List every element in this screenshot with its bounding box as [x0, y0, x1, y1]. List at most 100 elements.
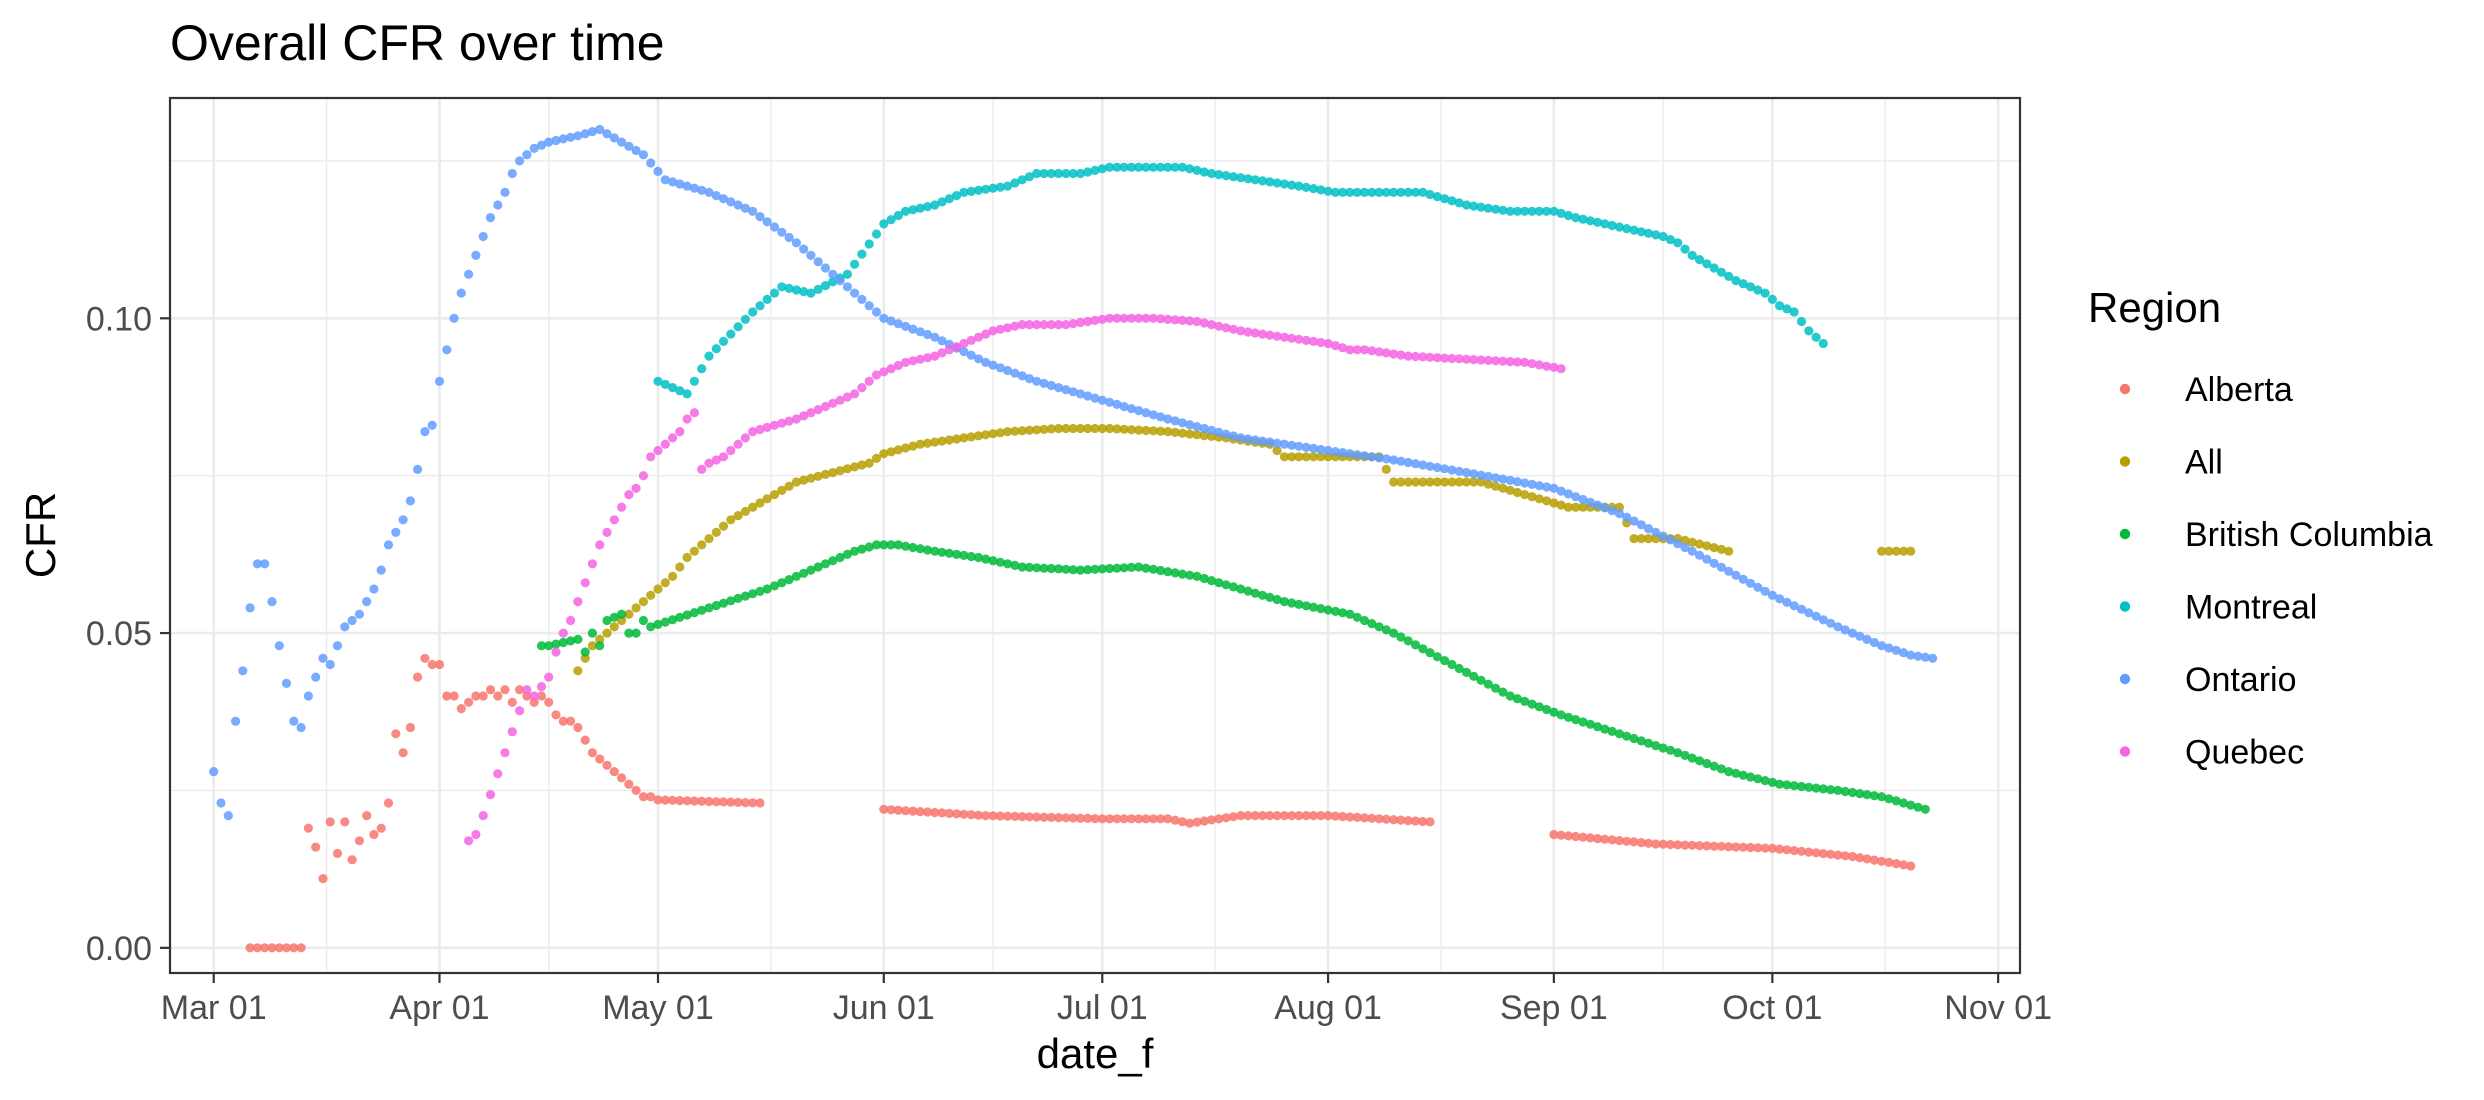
data-point	[1185, 570, 1195, 580]
data-point	[493, 691, 503, 701]
data-point	[901, 443, 911, 453]
data-point	[1119, 401, 1129, 412]
data-point	[740, 798, 751, 808]
data-point	[464, 269, 474, 279]
data-point	[1141, 313, 1151, 323]
data-point	[1614, 502, 1624, 512]
data-point	[1534, 360, 1544, 370]
data-point	[1607, 726, 1617, 737]
legend-label: All	[2185, 444, 2223, 482]
data-point	[966, 335, 976, 345]
data-point	[682, 552, 692, 563]
data-point	[609, 767, 619, 777]
data-point	[1753, 582, 1763, 592]
data-point	[507, 727, 517, 737]
data-point	[413, 672, 423, 682]
data-point	[1782, 845, 1792, 855]
data-point	[1826, 618, 1836, 628]
data-point	[689, 408, 700, 418]
data-point	[828, 556, 838, 566]
data-point	[1272, 445, 1282, 456]
data-point	[1389, 455, 1399, 465]
data-point	[1716, 841, 1726, 852]
data-point	[1389, 349, 1399, 359]
data-point	[1520, 490, 1530, 500]
data-point	[784, 283, 794, 293]
data-point	[740, 314, 751, 324]
data-point	[529, 691, 539, 701]
data-point	[973, 431, 984, 441]
data-point	[973, 552, 984, 563]
x-tick-label: Oct 01	[1722, 989, 1822, 1027]
data-point	[500, 187, 510, 197]
data-point	[704, 534, 714, 544]
data-point	[1265, 177, 1275, 187]
data-point	[1440, 353, 1450, 363]
data-point	[1032, 376, 1042, 386]
data-point	[930, 546, 940, 556]
data-point	[697, 185, 707, 195]
data-point	[1389, 628, 1399, 638]
data-point	[718, 194, 729, 204]
data-point	[1410, 459, 1421, 469]
data-point	[1017, 320, 1027, 330]
data-point	[1702, 259, 1712, 269]
data-point	[1855, 789, 1865, 799]
data-point	[879, 449, 889, 459]
data-point	[1381, 814, 1391, 824]
data-point	[1498, 483, 1508, 493]
data-point	[1061, 320, 1071, 330]
data-point	[988, 556, 998, 566]
data-point	[646, 622, 656, 632]
data-point	[799, 568, 809, 578]
data-point	[1454, 663, 1464, 674]
data-point	[1811, 783, 1821, 793]
data-point	[973, 185, 984, 195]
data-point	[405, 496, 415, 506]
data-point	[1243, 586, 1253, 596]
data-point	[1119, 814, 1129, 824]
data-point	[1105, 563, 1115, 574]
data-point	[209, 767, 219, 777]
data-point	[1512, 357, 1522, 367]
data-point	[1643, 838, 1654, 848]
data-point	[1257, 811, 1268, 821]
data-point	[1600, 724, 1610, 734]
data-point	[806, 565, 816, 575]
data-point	[303, 691, 313, 701]
data-point	[799, 475, 809, 485]
data-point	[1527, 206, 1537, 216]
data-point	[1083, 813, 1093, 824]
data-point	[799, 287, 809, 297]
data-point	[1811, 848, 1821, 858]
data-point	[1767, 590, 1777, 600]
data-point	[1483, 679, 1493, 689]
data-point	[1571, 502, 1581, 512]
data-point	[1709, 558, 1719, 568]
data-point	[1192, 571, 1202, 582]
data-point	[1221, 323, 1231, 333]
data-point	[689, 796, 700, 806]
data-point	[1330, 811, 1340, 821]
data-point	[1527, 492, 1537, 502]
data-point	[1381, 454, 1391, 464]
legend-title: Region	[2088, 284, 2221, 331]
data-point	[879, 367, 889, 377]
data-point	[551, 135, 561, 146]
data-point	[536, 140, 547, 150]
data-point	[1097, 564, 1107, 574]
data-point	[646, 792, 656, 802]
data-point	[842, 269, 853, 279]
data-point	[1549, 483, 1559, 493]
data-point	[1199, 573, 1209, 584]
data-point	[1126, 814, 1136, 824]
data-point	[1425, 817, 1435, 827]
data-point	[842, 549, 853, 560]
data-point	[493, 769, 503, 779]
data-point	[1090, 564, 1100, 574]
data-point	[1206, 425, 1217, 435]
data-point	[1738, 574, 1748, 584]
data-point	[289, 943, 299, 953]
data-point	[1898, 546, 1909, 556]
data-point	[1614, 222, 1624, 232]
